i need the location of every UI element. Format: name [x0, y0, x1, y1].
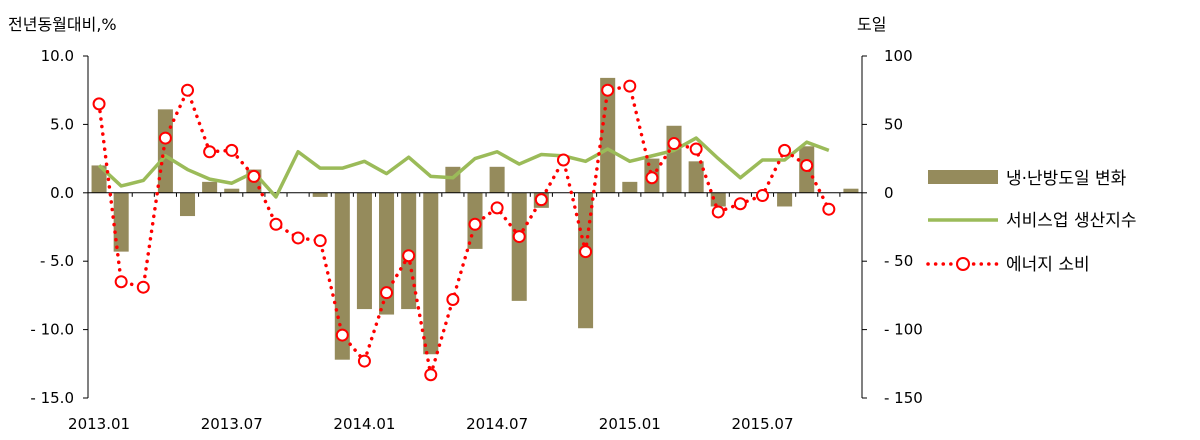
bar	[666, 125, 682, 193]
right-axis-title: 도일	[857, 15, 886, 34]
energy-point	[667, 137, 681, 151]
energy-point	[158, 131, 172, 145]
left-tick-label: 0.0	[50, 184, 74, 202]
energy-point	[380, 286, 394, 300]
legend-swatch-bar	[928, 170, 998, 184]
energy-point	[92, 97, 106, 111]
bar	[445, 166, 461, 193]
bar	[843, 188, 859, 193]
bar	[423, 192, 439, 355]
energy-point	[534, 193, 548, 207]
right-tick-label: 100	[884, 47, 913, 65]
bar	[91, 165, 107, 193]
energy-point	[203, 145, 217, 159]
energy-point	[711, 205, 725, 219]
bar	[113, 192, 129, 252]
energy-point	[225, 143, 239, 157]
energy-point	[512, 230, 526, 244]
bar	[578, 192, 594, 329]
bar	[202, 181, 218, 193]
bar	[511, 192, 527, 301]
x-tick-label: 2014.01	[333, 415, 395, 433]
energy-point	[601, 83, 615, 97]
energy-point	[645, 171, 659, 185]
left-tick-label: 5.0	[50, 115, 74, 133]
energy-point	[556, 153, 570, 167]
energy-point	[446, 293, 460, 307]
legend-label: 냉·난방도일 변화	[1006, 169, 1127, 189]
energy-point	[136, 280, 150, 294]
energy-point	[402, 249, 416, 263]
energy-point	[490, 201, 504, 215]
x-tick-label: 2013.01	[68, 415, 130, 433]
bar	[622, 181, 638, 193]
bar	[179, 192, 196, 217]
legend-label: 서비스업 생산지수	[1006, 211, 1137, 231]
bar	[312, 192, 328, 197]
right-y-axis: 100 50 0 - 50 - 100 - 150	[861, 47, 923, 407]
left-axis-title: 전년동월대비,%	[8, 15, 117, 34]
x-tick-label: 2014.07	[466, 415, 528, 433]
left-y-axis: 10.0 5.0 0.0 - 5.0 - 10.0 - 15.0	[30, 47, 89, 407]
energy-point	[313, 234, 327, 248]
bar-series	[91, 77, 859, 360]
bar	[356, 192, 372, 310]
energy-point	[822, 202, 836, 216]
service-index-line	[97, 136, 830, 199]
right-tick-label: - 100	[884, 321, 923, 339]
right-tick-label: - 150	[884, 389, 923, 407]
left-tick-label: - 10.0	[30, 321, 74, 339]
energy-point	[623, 79, 637, 93]
energy-point	[269, 217, 283, 231]
x-tick-label: 2015.01	[599, 415, 661, 433]
energy-point	[357, 354, 371, 368]
energy-point	[755, 189, 769, 203]
line-series	[92, 79, 836, 382]
right-tick-label: - 50	[884, 252, 913, 270]
right-tick-label: 0	[884, 184, 894, 202]
left-tick-label: - 5.0	[40, 252, 74, 270]
bar	[710, 192, 726, 207]
energy-point	[335, 328, 349, 342]
energy-point	[114, 275, 128, 289]
energy-consumption-line	[97, 84, 831, 376]
energy-point	[291, 231, 305, 245]
x-tick-label: 2013.07	[201, 415, 263, 433]
energy-point	[800, 158, 814, 172]
bar	[379, 192, 395, 315]
energy-point	[247, 169, 261, 183]
energy-point	[181, 83, 195, 97]
bar	[777, 192, 793, 207]
energy-point	[579, 245, 593, 259]
bar	[224, 188, 240, 193]
energy-point	[778, 143, 792, 157]
energy-point	[468, 217, 482, 231]
bar	[489, 166, 505, 193]
energy-point	[689, 142, 703, 156]
legend-swatch-marker	[956, 257, 970, 271]
energy-point	[424, 368, 438, 382]
left-tick-label: 10.0	[41, 47, 74, 65]
right-tick-label: 50	[884, 115, 903, 133]
legend-label: 에너지 소비	[1006, 255, 1090, 275]
bar	[688, 161, 704, 193]
left-tick-label: - 15.0	[30, 389, 74, 407]
bar	[600, 77, 616, 193]
x-tick-label: 2015.07	[731, 415, 793, 433]
energy-point	[733, 197, 747, 211]
x-axis: 2013.01 2013.07 2014.01 2014.07 2015.01 2015.…	[68, 192, 863, 433]
